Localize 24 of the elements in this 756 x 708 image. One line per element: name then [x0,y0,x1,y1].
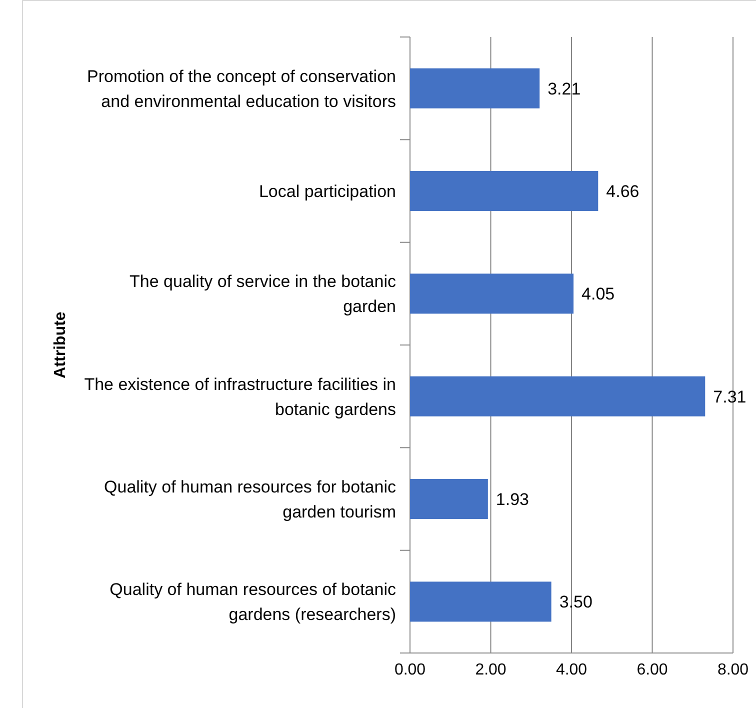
data-label: 1.93 [496,490,530,509]
y-tick-label: Quality of human resources of botanic gardens (researchers) [110,580,396,624]
x-tick-label: 6.00 [636,661,668,678]
y-tick-label: Local participation [258,182,396,201]
y-tick-label: Quality of human resources for botanic garden tourism [104,478,396,522]
y-tick-label: The existence of infrastructure facilities in botanic gardens [84,374,396,419]
bar [410,170,598,212]
x-tick-label: 4.00 [556,661,588,678]
bar [410,274,574,314]
data-label: 4.05 [582,284,615,304]
bar [410,478,488,520]
bar [410,68,540,108]
x-tick-label: 0.00 [394,661,426,678]
x-tick-label: 2.00 [475,661,506,678]
bar [410,376,706,416]
y-axis-title: Attribute [52,312,69,378]
data-label: 3.21 [548,79,581,98]
y-tick-label: The quality of service in the botanic garden [130,272,396,316]
x-tick-label: 8.00 [717,661,749,678]
y-tick-label: Promotion of the concept of conservation and environmental education to visitors [86,66,396,111]
data-label: 4.66 [606,182,640,201]
data-label: 3.50 [559,592,592,612]
data-label: 7.31 [713,387,746,406]
bar [410,582,552,622]
